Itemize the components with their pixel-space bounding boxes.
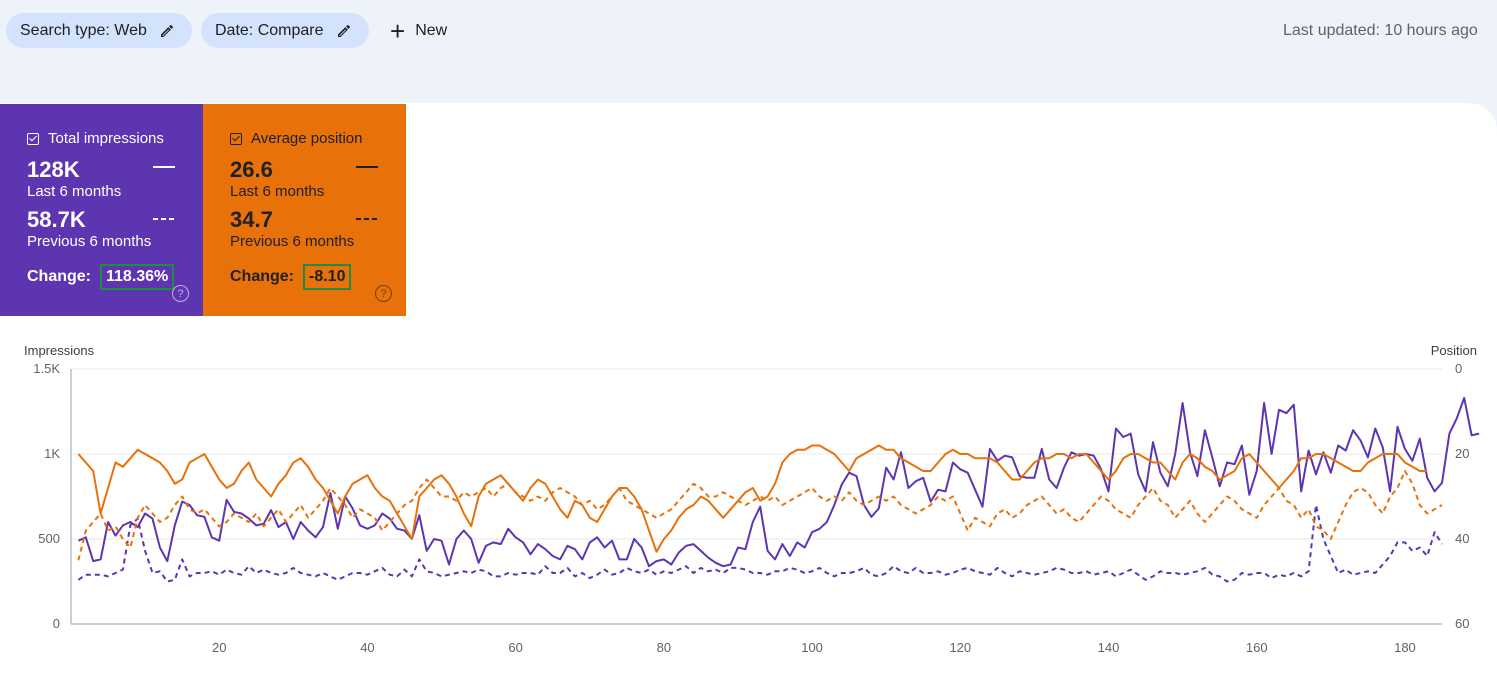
date-label: Date: Compare	[215, 21, 324, 39]
x-tick: 160	[1246, 640, 1268, 655]
x-tick: 60	[508, 640, 522, 655]
x-tick: 140	[1098, 640, 1120, 655]
y-tick-left: 0	[53, 616, 60, 631]
average-position-card[interactable]: Average position 26.6 Last 6 months 34.7…	[203, 104, 406, 316]
search-type-chip[interactable]: Search type: Web	[6, 13, 192, 48]
x-tick: 180	[1394, 640, 1416, 655]
plus-icon: +	[390, 15, 406, 46]
y-tick-left: 500	[38, 531, 60, 546]
x-tick: 100	[801, 640, 823, 655]
current-value: 26.6	[230, 157, 273, 182]
help-icon[interactable]: ?	[375, 285, 392, 302]
change-label: Change:	[27, 268, 91, 285]
y-axis-left-title: Impressions	[24, 343, 95, 358]
average-position-line	[77, 444, 1428, 553]
dashed-line-legend-icon	[153, 218, 175, 220]
solid-line-legend-icon	[356, 166, 378, 168]
chart-lines	[77, 396, 1480, 583]
help-icon[interactable]: ?	[172, 285, 189, 302]
performance-chart[interactable]: Impressions Position 0 500 1K 1.5K 0 20 40 60 20 40…	[0, 335, 1497, 665]
pencil-icon	[160, 24, 173, 37]
date-chip[interactable]: Date: Compare	[201, 13, 369, 48]
checkbox-icon[interactable]	[27, 132, 39, 145]
y-axis-right-title: Position	[1431, 343, 1477, 358]
x-tick: 80	[657, 640, 671, 655]
current-period-label: Last 6 months	[230, 183, 325, 200]
new-filter-button[interactable]: + New	[380, 13, 457, 48]
solid-line-legend-icon	[153, 166, 175, 168]
change-value: -8.10	[303, 264, 352, 290]
x-tick: 120	[949, 640, 971, 655]
total-impressions-previous-period-line	[77, 504, 1443, 583]
last-updated-text: Last updated: 10 hours ago	[1283, 22, 1478, 39]
previous-value: 34.7	[230, 207, 273, 232]
card-title: Total impressions	[48, 130, 164, 147]
previous-period-label: Previous 6 months	[230, 233, 355, 250]
y-tick-right: 0	[1455, 361, 1462, 376]
total-impressions-card[interactable]: Total impressions 128K Last 6 months 58.…	[0, 104, 203, 316]
y-tick-right: 40	[1455, 531, 1469, 546]
card-header: Average position	[230, 130, 406, 147]
previous-value: 58.7K	[27, 207, 86, 232]
search-type-label: Search type: Web	[20, 21, 147, 39]
y-tick-right: 60	[1455, 616, 1469, 631]
change-row: Change: 118.36%	[27, 264, 175, 290]
change-value: 118.36%	[100, 264, 175, 290]
chart-axes: Impressions Position 0 500 1K 1.5K 0 20 40 60 20 40…	[24, 343, 1477, 655]
y-tick-left: 1K	[44, 446, 60, 461]
total-impressions-line	[77, 396, 1480, 568]
x-tick: 40	[360, 640, 374, 655]
change-label: Change:	[230, 268, 294, 285]
pencil-icon	[337, 24, 350, 37]
change-row: Change: -8.10	[230, 264, 352, 290]
card-header: Total impressions	[27, 130, 203, 147]
dashed-line-legend-icon	[356, 218, 378, 220]
y-tick-right: 20	[1455, 446, 1469, 461]
current-period-label: Last 6 months	[27, 183, 122, 200]
y-tick-left: 1.5K	[33, 361, 60, 376]
previous-period-label: Previous 6 months	[27, 233, 152, 250]
current-value: 128K	[27, 157, 80, 182]
card-title: Average position	[251, 130, 363, 147]
x-tick: 20	[212, 640, 226, 655]
checkbox-icon[interactable]	[230, 132, 242, 145]
filter-bar: Search type: Web Date: Compare + New Las…	[0, 0, 1497, 64]
new-filter-label: New	[415, 21, 448, 39]
chart-grid	[70, 368, 1442, 625]
average-position-previous-period-line	[77, 470, 1443, 561]
